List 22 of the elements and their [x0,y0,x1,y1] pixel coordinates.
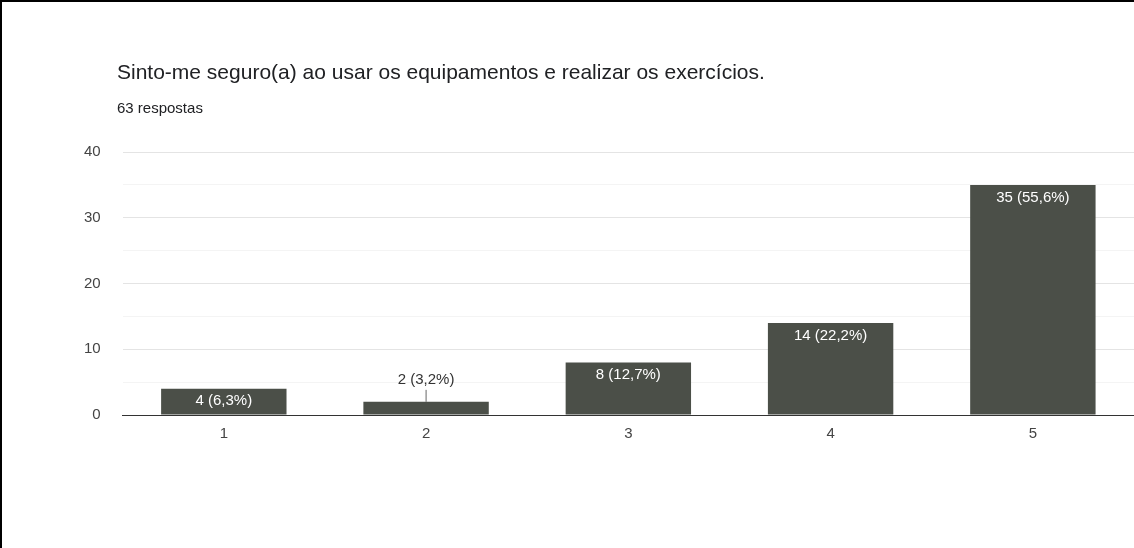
data-label: 4 (6,3%) [195,391,253,409]
x-tick-label: 2 [421,424,431,442]
y-tick-label: 0 [92,405,101,423]
y-tick-label: 20 [84,273,101,291]
x-tick-label: 5 [1028,424,1038,442]
bar [161,388,287,415]
y-tick-label: 10 [84,339,101,357]
chart-title: Sinto-me seguro(a) ao usar os equipamentos e realizar os exercícios. [117,60,765,84]
x-tick-label: 4 [826,424,835,442]
x-tick-label: 3 [624,424,633,442]
bar [767,322,894,415]
bar [363,401,489,415]
data-label: 35 (55,6%) [996,187,1070,205]
data-label: 2 (3,2%) [397,370,455,388]
chart-subtitle: 63 respostas [117,99,203,116]
x-tick-label: 1 [219,424,228,442]
bar [565,362,692,415]
data-label: 14 (22,2%) [793,325,868,343]
data-label: 8 (12,7%) [595,365,661,383]
y-tick-label: 30 [84,207,101,225]
y-tick-label: 40 [84,142,101,160]
bar [970,184,1096,415]
